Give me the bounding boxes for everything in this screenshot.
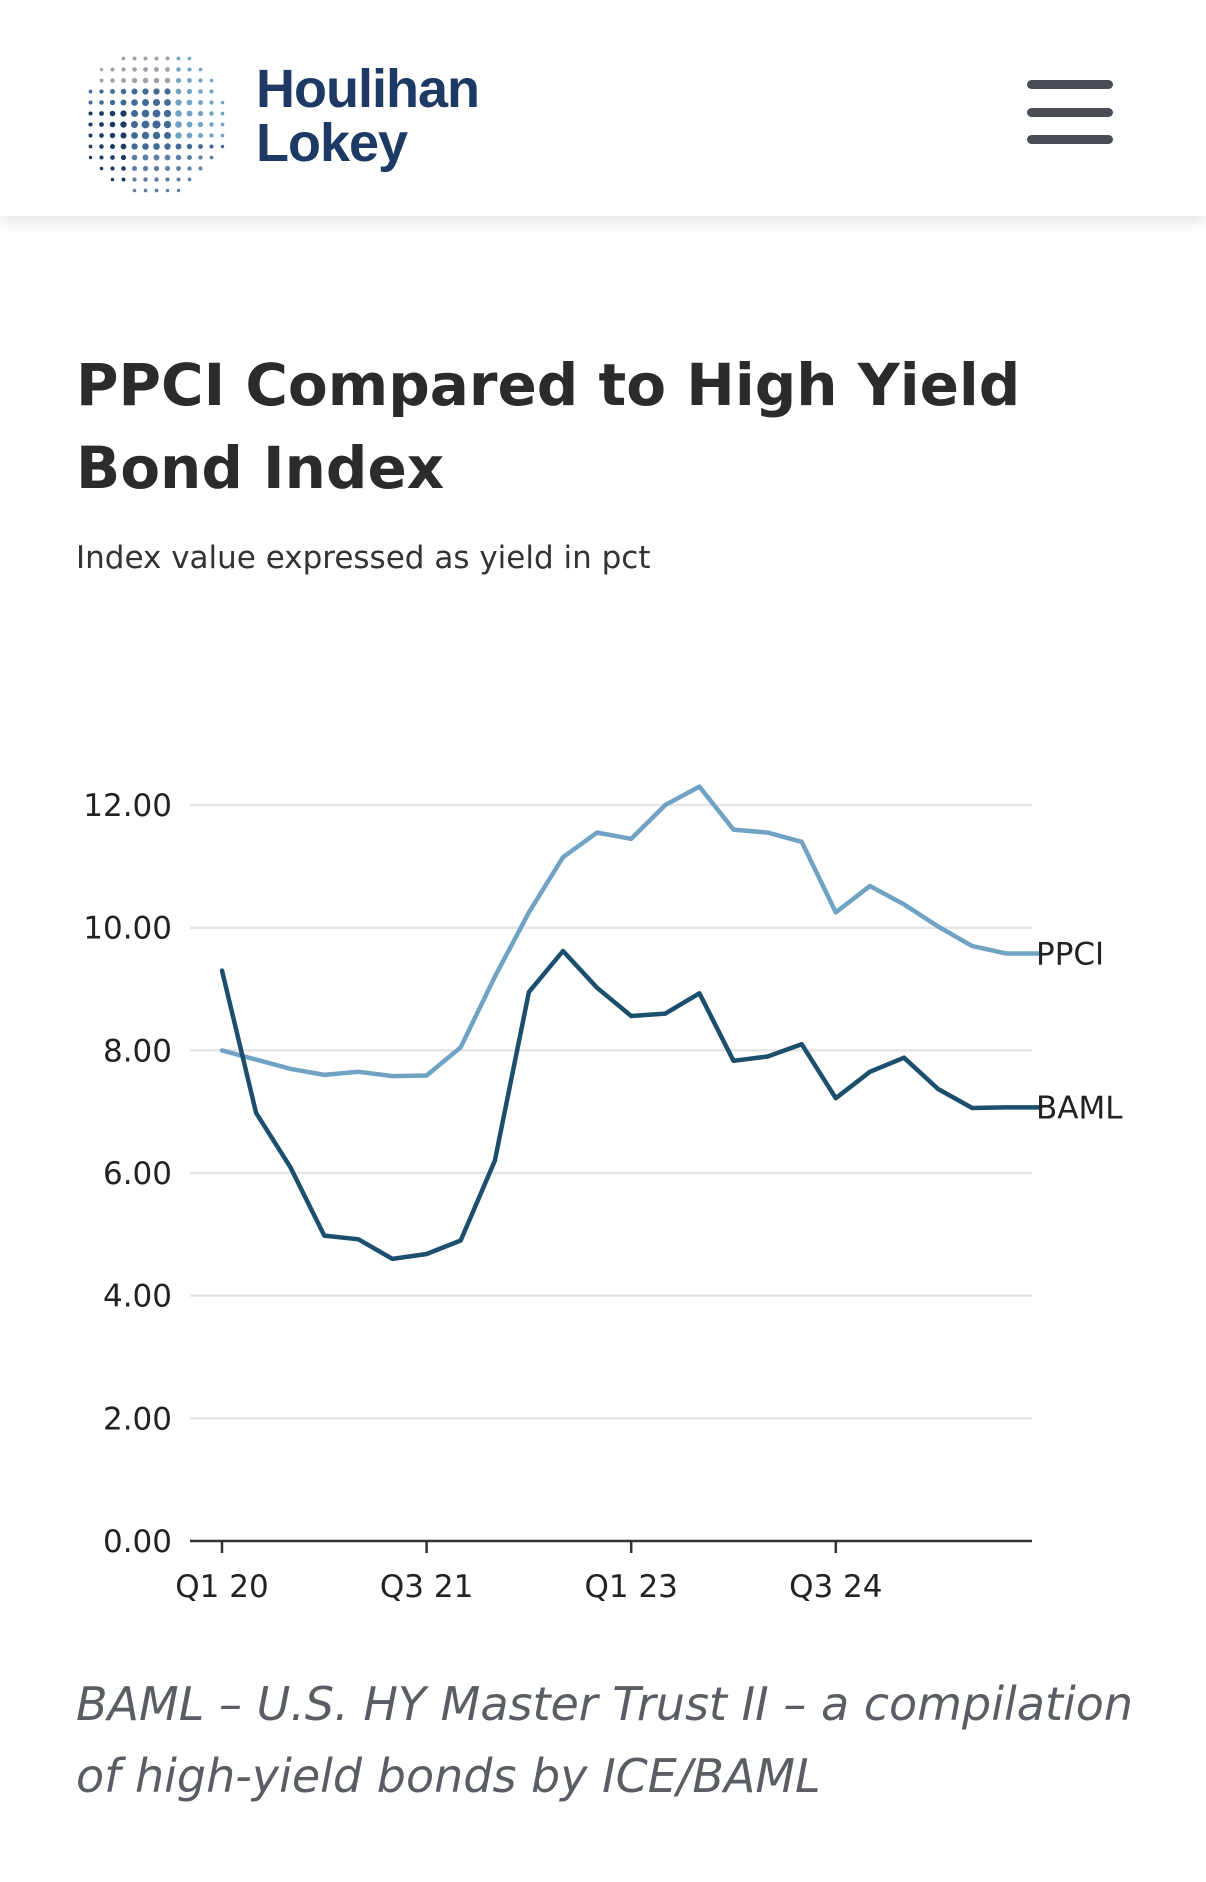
brand-line-2: Lokey (256, 113, 408, 173)
series-label-ppci: PPCI (1036, 936, 1104, 972)
series-label-baml: BAML (1036, 1090, 1123, 1126)
x-tick-label: Q1 20 (175, 1569, 268, 1605)
chart-caption: BAML – U.S. HY Master Trust II – a compi… (76, 1677, 1134, 1803)
y-tick-label: 2.00 (103, 1401, 172, 1437)
y-tick-label: 8.00 (103, 1033, 172, 1069)
chart-subtitle: Index value expressed as yield in pct (76, 540, 651, 576)
line-chart: 0.00 2.00 4.00 6.00 8.00 10.00 12.00 Q1 20 Q3 21… (83, 784, 1123, 1605)
y-tick-label: 4.00 (103, 1279, 172, 1315)
series-line-baml (219, 948, 1043, 1262)
y-tick-label: 10.00 (83, 911, 172, 947)
chart-title: PPCI Compared to High Yield Bond Index (76, 351, 1021, 502)
houlihan-lokey-globe-logo-icon[interactable] (76, 44, 231, 199)
hamburger-menu-icon[interactable] (1027, 80, 1113, 144)
x-tick-label: Q3 24 (789, 1569, 882, 1605)
y-tick-label: 0.00 (103, 1524, 172, 1560)
brand-wordmark[interactable]: Houlihan Lokey (256, 59, 480, 173)
x-tick-label: Q3 21 (380, 1569, 473, 1605)
series-line-ppci (219, 784, 1043, 1079)
y-tick-label: 12.00 (83, 788, 172, 824)
y-tick-label: 6.00 (103, 1156, 172, 1192)
x-tick-label: Q1 23 (584, 1569, 677, 1605)
brand-line-1: Houlihan (256, 59, 480, 119)
site-header: Houlihan Lokey (0, 0, 1206, 216)
